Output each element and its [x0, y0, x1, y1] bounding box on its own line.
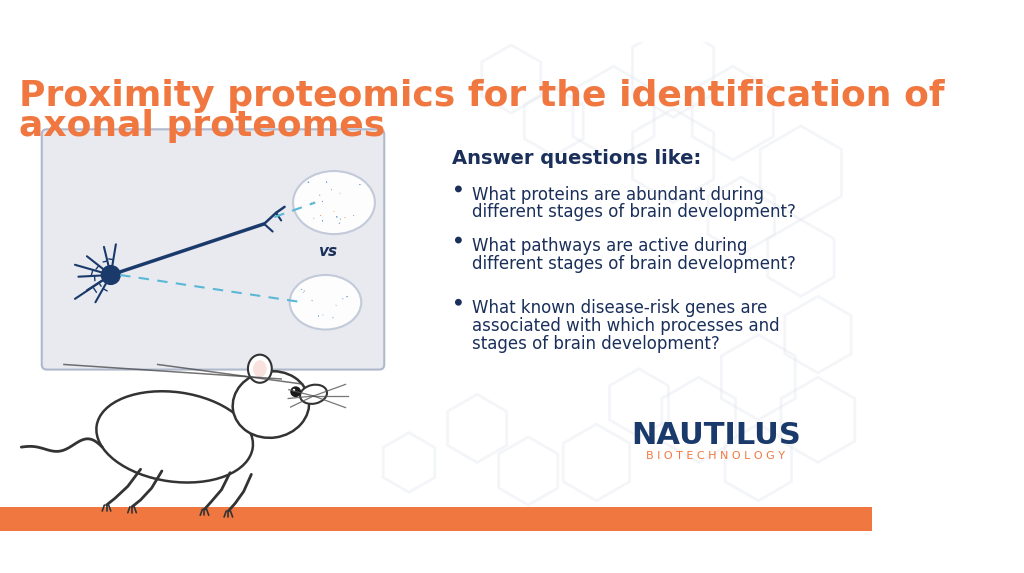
FancyBboxPatch shape — [42, 129, 384, 370]
Text: Answer questions like:: Answer questions like: — [452, 149, 700, 168]
Circle shape — [455, 237, 462, 244]
Ellipse shape — [290, 275, 361, 329]
Text: What proteins are abundant during: What proteins are abundant during — [472, 186, 764, 203]
Circle shape — [293, 388, 295, 391]
Ellipse shape — [359, 184, 360, 185]
Ellipse shape — [322, 201, 323, 202]
Text: axonal proteomes: axonal proteomes — [18, 109, 385, 143]
Text: B I O T E C H N O L O G Y: B I O T E C H N O L O G Y — [646, 450, 785, 461]
Ellipse shape — [253, 360, 266, 377]
Ellipse shape — [342, 298, 343, 299]
Circle shape — [455, 299, 462, 305]
Text: different stages of brain development?: different stages of brain development? — [472, 203, 796, 221]
Ellipse shape — [353, 215, 354, 216]
Text: What known disease-risk genes are: What known disease-risk genes are — [472, 299, 767, 317]
Text: different stages of brain development?: different stages of brain development? — [472, 254, 796, 273]
Ellipse shape — [307, 182, 309, 183]
Bar — [0, 507, 872, 531]
Ellipse shape — [311, 300, 312, 301]
Ellipse shape — [322, 220, 323, 222]
Circle shape — [455, 186, 462, 193]
Ellipse shape — [300, 384, 327, 404]
Ellipse shape — [311, 202, 312, 203]
Text: What pathways are active during: What pathways are active during — [472, 237, 748, 254]
Ellipse shape — [319, 215, 322, 216]
Ellipse shape — [346, 296, 348, 297]
Ellipse shape — [326, 181, 328, 183]
Ellipse shape — [248, 355, 271, 383]
Ellipse shape — [336, 216, 338, 218]
Ellipse shape — [344, 217, 346, 218]
Text: associated with which processes and: associated with which processes and — [472, 317, 779, 335]
Circle shape — [291, 387, 300, 397]
Circle shape — [101, 266, 120, 284]
Ellipse shape — [96, 391, 253, 482]
Text: Proximity proteomics for the identification of: Proximity proteomics for the identificat… — [18, 79, 944, 113]
Text: vs: vs — [318, 244, 338, 258]
Ellipse shape — [339, 193, 341, 194]
Text: NAUTILUS: NAUTILUS — [631, 421, 801, 450]
Text: stages of brain development?: stages of brain development? — [472, 335, 720, 352]
Ellipse shape — [293, 171, 375, 234]
Ellipse shape — [339, 222, 340, 224]
Ellipse shape — [301, 289, 302, 290]
Ellipse shape — [232, 371, 309, 438]
